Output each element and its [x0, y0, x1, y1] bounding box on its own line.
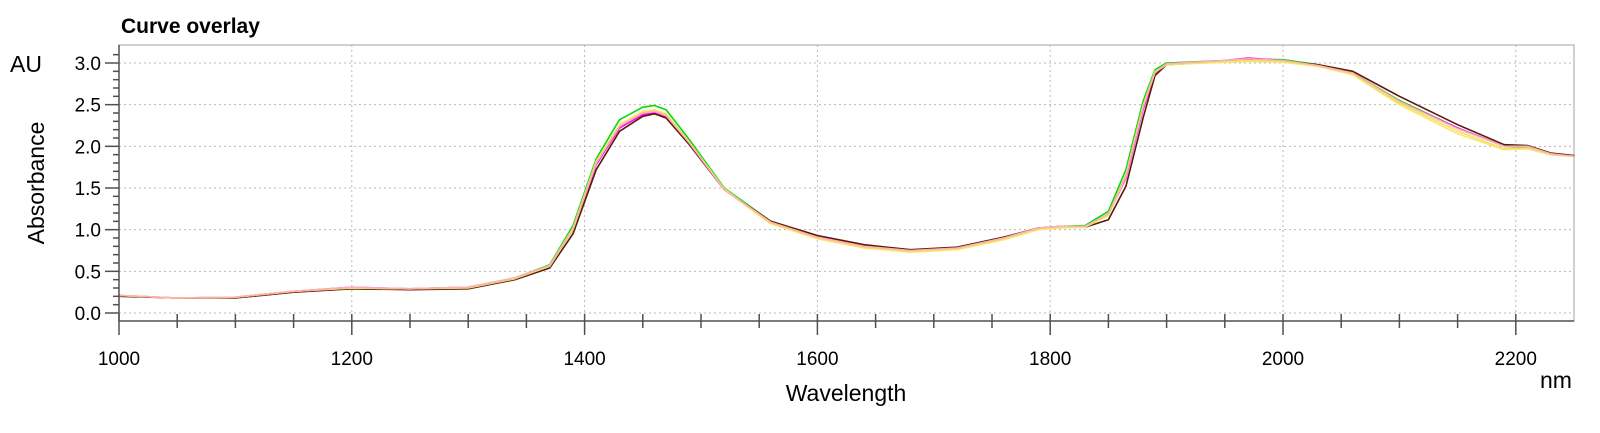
y-tick-label: 2.0 [75, 137, 101, 158]
x-tick-label: 1000 [98, 349, 140, 370]
y-tick-label: 1.5 [75, 179, 101, 200]
x-tick-label: 1200 [331, 349, 373, 370]
x-unit-label: nm [1540, 367, 1572, 393]
y-unit-label: AU [10, 51, 42, 77]
spectra-series [118, 57, 1575, 299]
x-tick-label: 1400 [563, 349, 605, 370]
spectrum-line-6 [118, 58, 1575, 299]
y-tick-label: 3.0 [75, 54, 101, 75]
y-axis-label: Absorbance [23, 122, 49, 245]
x-tick-label: 1800 [1029, 349, 1071, 370]
spectrum-line-5 [118, 59, 1575, 299]
y-tick-label: 0.0 [75, 304, 101, 325]
spectrum-line-2 [118, 57, 1575, 299]
plot-area-frame [118, 44, 1575, 322]
y-tick-label: 1.0 [75, 221, 101, 242]
x-tick-label: 2000 [1262, 349, 1304, 370]
grid-lines [119, 45, 1574, 321]
chart-title: Curve overlay [121, 15, 260, 38]
spectrum-line-4 [118, 60, 1575, 299]
x-tick-label: 2200 [1495, 349, 1537, 370]
spectrum-line-1 [118, 58, 1575, 299]
y-tick-label: 0.5 [75, 262, 101, 283]
spectrum-line-3 [118, 58, 1575, 299]
axes: 1000 1200 1400 1600 1800 2000 2200 0.0 0.5 1.0 1.5… [75, 45, 1574, 370]
x-axis-label: Wavelength [786, 380, 907, 406]
y-tick-label: 2.5 [75, 96, 101, 117]
x-tick-label: 1600 [796, 349, 838, 370]
